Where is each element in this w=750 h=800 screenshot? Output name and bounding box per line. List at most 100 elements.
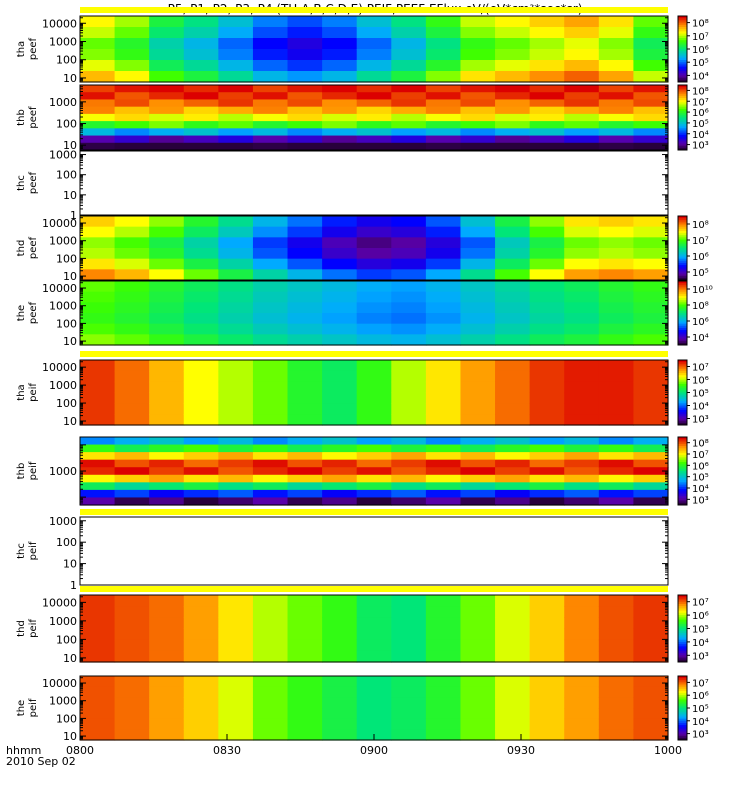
heatmap-cell	[183, 459, 219, 468]
heatmap-cell	[149, 474, 185, 483]
heatmap-cell	[80, 313, 116, 325]
heatmap-cell	[356, 99, 392, 108]
heatmap-cell	[391, 392, 427, 404]
heatmap-cell	[598, 334, 635, 346]
heatmap-cell	[564, 16, 600, 28]
heatmap-cell	[495, 414, 531, 426]
colorbar-swatch	[678, 243, 687, 247]
colorbar-swatch	[678, 477, 687, 481]
heatmap-cell	[322, 302, 358, 314]
heatmap-cell	[529, 248, 565, 260]
heatmap-cell	[183, 452, 219, 461]
heatmap-cell	[598, 113, 635, 122]
heatmap-cell	[633, 370, 669, 383]
heatmap-cell	[149, 291, 185, 303]
heatmap-cell	[80, 392, 116, 404]
colorbar-swatch	[678, 218, 687, 221]
heatmap-cell	[495, 216, 531, 228]
y-tick-label: 100	[56, 397, 77, 410]
heatmap-cell	[633, 676, 669, 688]
colorbar-swatch	[678, 657, 687, 661]
heatmap-cell	[425, 467, 462, 476]
heatmap-cell	[252, 686, 289, 698]
heatmap-cell	[495, 452, 531, 461]
heatmap-cell	[391, 729, 427, 741]
heatmap-cell	[183, 85, 219, 93]
heatmap-cell	[356, 617, 392, 630]
heatmap-cell	[287, 497, 323, 506]
heatmap-cell	[287, 142, 323, 151]
heatmap-cell	[391, 459, 427, 468]
heatmap-cell	[114, 291, 150, 303]
y-axis-label: thc	[16, 543, 27, 559]
heatmap-cell	[495, 617, 531, 630]
colorbar-swatch	[678, 254, 687, 258]
heatmap-cell	[356, 281, 392, 293]
heatmap-cell	[564, 459, 600, 468]
heatmap-cell	[114, 414, 150, 426]
heatmap-cell	[564, 121, 600, 129]
heatmap-cell	[391, 27, 427, 39]
heatmap-cell	[218, 444, 254, 453]
heatmap-cell	[252, 237, 289, 249]
heatmap-cell	[391, 71, 427, 83]
heatmap-cell	[183, 121, 219, 129]
heatmap-cell	[287, 617, 323, 630]
colorbar-swatch	[678, 304, 687, 308]
heatmap-cell	[114, 729, 150, 741]
heatmap-cell	[425, 113, 462, 122]
heatmap-cell	[356, 291, 392, 303]
colorbar-tick-label: 10⁶	[692, 252, 709, 263]
y-axis-label: peif	[28, 698, 39, 717]
heatmap-cell	[425, 444, 462, 453]
heatmap-cell	[252, 106, 289, 115]
colorbar-swatch	[678, 233, 687, 236]
heatmap-cell	[529, 142, 565, 151]
heatmap-cell	[425, 595, 462, 607]
heatmap-cell	[633, 334, 669, 346]
colorbar-swatch	[678, 452, 687, 456]
heatmap-cell	[598, 381, 635, 394]
heatmap-cell	[633, 444, 669, 453]
heatmap-cell	[114, 489, 150, 499]
heatmap-cell	[114, 281, 150, 293]
colorbar-swatch	[678, 390, 687, 393]
y-tick-label: 100	[56, 252, 77, 265]
heatmap-cell	[287, 403, 323, 415]
heatmap-cell	[633, 628, 669, 641]
colorbar-swatch	[678, 71, 687, 74]
colorbar-swatch	[678, 610, 687, 614]
heatmap-cell	[564, 718, 600, 730]
colorbar-swatch	[678, 682, 687, 686]
heatmap-cell	[598, 628, 635, 641]
heatmap-cell	[356, 128, 392, 137]
colorbar-swatch	[678, 271, 687, 275]
heatmap-cell	[495, 497, 531, 506]
heatmap-cell	[252, 444, 289, 453]
colorbar-swatch	[678, 676, 687, 679]
heatmap-cell	[149, 99, 185, 108]
heatmap-cell	[149, 237, 185, 249]
heatmap-cell	[356, 606, 392, 618]
y-axis-label: peif	[28, 619, 39, 638]
colorbar-swatch	[678, 601, 687, 605]
colorbar-swatch	[678, 302, 687, 305]
colorbar-tick-label: 10⁵	[692, 704, 709, 715]
colorbar-swatch	[678, 228, 687, 232]
heatmap-cell	[425, 697, 462, 709]
colorbar-swatch	[678, 115, 687, 118]
y-axis-label: thd	[16, 240, 27, 257]
heatmap-cell	[218, 489, 254, 499]
y-tick-label: 10	[63, 415, 77, 428]
heatmap-cell	[598, 323, 635, 335]
heatmap-cell	[218, 467, 254, 476]
panel-frame	[79, 516, 669, 586]
heatmap-cell	[495, 650, 531, 663]
heatmap-cell	[391, 237, 427, 249]
heatmap-cell	[529, 708, 565, 720]
colorbar-swatch	[678, 73, 687, 76]
heatmap-cell	[252, 482, 289, 491]
heatmap-cell	[218, 497, 254, 506]
heatmap-cell	[218, 291, 254, 303]
